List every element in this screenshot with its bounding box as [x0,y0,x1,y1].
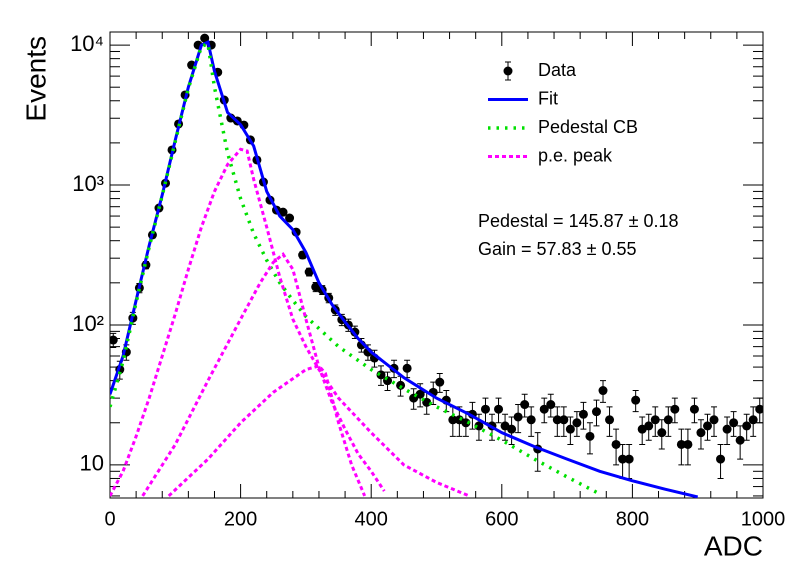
fit-curve [110,147,470,498]
y-axis-label: Events [20,36,51,122]
data-point [670,404,680,414]
data-point [657,428,667,438]
data-point [702,421,712,431]
y-tick-label: 10 [80,451,104,476]
data-point [755,404,763,414]
data-point [631,395,641,405]
data-point [735,435,745,445]
data-point [624,454,634,464]
data-point [722,424,732,434]
data-point [696,428,706,438]
data-point [748,415,758,425]
data-point [683,439,693,449]
data-point [526,415,536,425]
y-tick-label: 10³ [72,171,104,196]
data-point [585,431,595,441]
x-tick-label: 200 [224,508,257,530]
legend-swatch [503,66,513,76]
data-point [513,412,523,422]
data-point [618,454,628,464]
data-point [611,439,621,449]
data-point [709,415,719,425]
data-point [644,421,654,431]
data-point [285,213,295,223]
data-point [415,389,425,399]
data-point [559,415,569,425]
data-point [591,407,601,417]
data-point [605,415,615,425]
data-point [435,377,445,387]
data-point [716,454,726,464]
y-tick-label: 10⁴ [70,31,104,56]
annotation: Gain = 57.83 ± 0.55 [478,239,637,259]
x-axis-label: ADC [704,530,763,561]
data-point [448,415,458,425]
data-point [304,267,314,277]
x-tick-label: 0 [104,508,115,530]
y-tick-label: 10² [72,311,104,336]
data-point [552,415,562,425]
data-point [480,404,490,414]
data-point [663,415,673,425]
data-point [676,439,686,449]
data-point [539,404,549,414]
data-point [507,424,517,434]
plot-area [110,33,763,498]
data-point [110,335,118,345]
data-point [200,33,210,43]
x-tick-label: 800 [616,508,649,530]
data-point [729,418,739,428]
data-point [565,424,575,434]
data-point [742,421,752,431]
data-point [578,409,588,419]
data-point [278,207,288,217]
x-tick-label: 1000 [741,508,786,530]
legend-label: p.e. peak [538,145,613,165]
legend-label: Pedestal CB [538,117,638,137]
fit-curve [141,252,386,497]
x-tick-label: 600 [485,508,518,530]
fit-curve [110,39,699,498]
data-point [689,404,699,414]
plot-frame [109,31,764,499]
legend-label: Data [538,60,577,80]
data-point [494,404,504,414]
data-point [520,400,530,410]
data-point [546,400,556,410]
data-point [474,421,484,431]
data-point [402,363,412,373]
data-point [598,386,608,396]
legend-label: Fit [538,88,558,108]
fit-curve [167,364,367,498]
annotation: Pedestal = 145.87 ± 0.18 [478,211,679,231]
x-tick-label: 400 [355,508,388,530]
data-point [650,415,660,425]
data-point [572,418,582,428]
